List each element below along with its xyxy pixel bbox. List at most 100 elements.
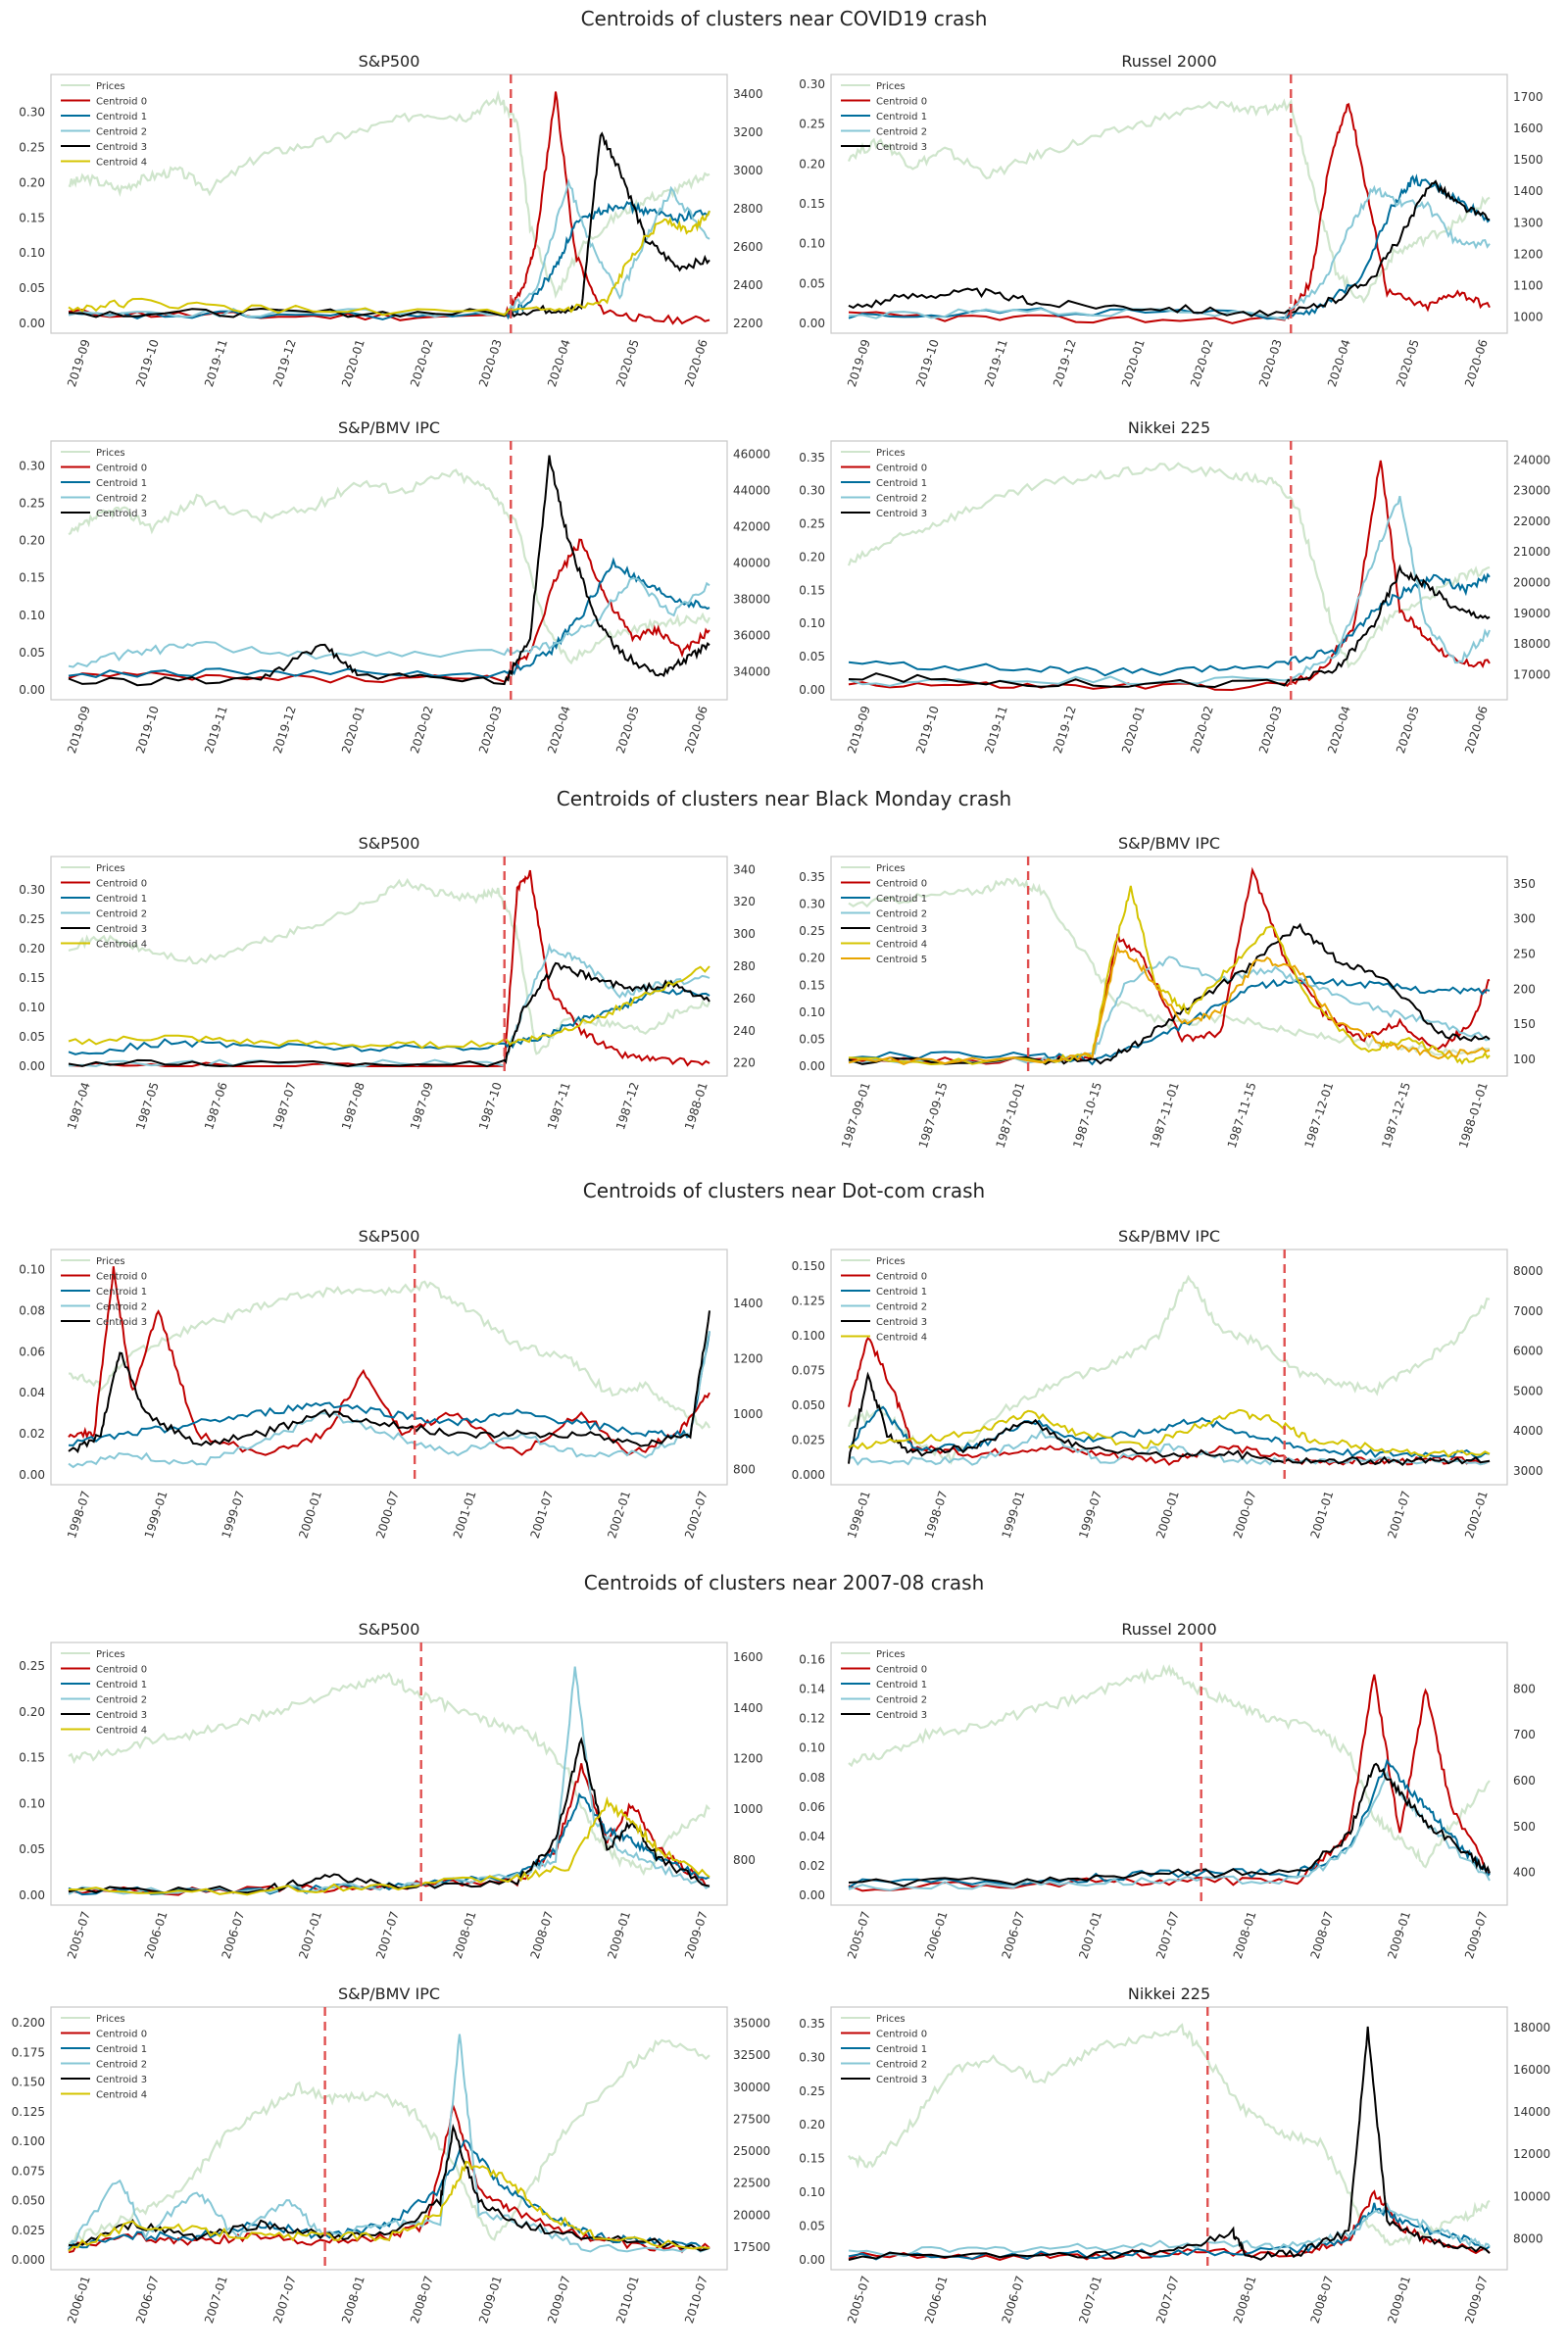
x-tick-label: 1987-08 (339, 1081, 368, 1132)
y-tick-label: 0.05 (19, 1030, 45, 1044)
legend-label: Centroid 3 (876, 924, 927, 935)
chart-panel-6: S&P500 0.00 0.02 0.04 0.06 0.08 0.10 800 1000 120… (19, 1227, 762, 1541)
plot-frame (830, 2006, 1508, 2271)
y2-tick-label: 800 (733, 1853, 756, 1867)
y-tick-label: 0.20 (799, 157, 825, 171)
x-tick-label: 2010-07 (682, 2275, 710, 2326)
y2-tick-label: 8000 (1513, 2231, 1544, 2245)
y-tick-label: 0.00 (799, 2253, 825, 2267)
legend-label: Centroid 0 (96, 464, 147, 474)
y2-tick-label: 240 (733, 1024, 756, 1038)
y-tick-label: 0.200 (12, 2016, 45, 2030)
legend-label: Centroid 1 (876, 2044, 927, 2055)
legend-label: Centroid 2 (96, 494, 147, 505)
y-tick-label: 0.20 (19, 942, 45, 956)
y-tick-label: 0.35 (799, 870, 825, 884)
y-tick-label: 0.125 (12, 2105, 45, 2119)
x-tick-label: 2019-11 (202, 705, 230, 756)
x-tick-label: 2009-01 (476, 2275, 505, 2326)
series-line-c3 (68, 961, 710, 1068)
y-tick-label: 0.00 (19, 317, 45, 330)
legend-label: Prices (876, 2014, 906, 2025)
x-tick-label: 1987-09 (408, 1081, 436, 1132)
y2-tick-label: 200 (1513, 982, 1536, 996)
y-tick-label: 0.25 (799, 2084, 825, 2098)
y-tick-label: 0.15 (799, 583, 825, 597)
x-tick-label: 2020-05 (1394, 338, 1422, 389)
series-line-c4 (68, 2160, 710, 2252)
y-tick-label: 0.25 (799, 118, 825, 131)
y-tick-label: 0.10 (799, 1741, 825, 1755)
y-tick-label: 0.15 (19, 971, 45, 985)
x-tick-label: 2000-01 (1153, 1490, 1182, 1541)
legend-label: Centroid 0 (876, 2030, 927, 2040)
chart-panel-3: Nikkei 225 0.00 0.05 0.10 0.15 0.20 0.25 0.30 0.… (799, 418, 1550, 756)
y-tick-label: 0.150 (792, 1259, 825, 1273)
x-tick-label: 2002-01 (605, 1490, 633, 1541)
y2-tick-label: 700 (1513, 1728, 1536, 1741)
y-tick-label: 0.125 (792, 1295, 825, 1308)
x-tick-label: 2019-10 (133, 705, 162, 756)
legend-label: Centroid 4 (96, 158, 147, 169)
x-tick-label: 2020-04 (1325, 338, 1353, 389)
y2-tick-label: 7000 (1513, 1304, 1544, 1318)
y-tick-label: 0.100 (12, 2134, 45, 2148)
x-tick-label: 2019-10 (913, 705, 942, 756)
series-line-prices (68, 1280, 710, 1430)
chart-title: S&P500 (359, 834, 420, 853)
x-tick-label: 2006-07 (1000, 2275, 1028, 2326)
x-tick-label: 2000-07 (1231, 1490, 1259, 1541)
x-tick-label: 2020-03 (476, 338, 505, 389)
x-tick-label: 2019-12 (270, 705, 299, 756)
x-tick-label: 1987-05 (133, 1081, 162, 1132)
chart-title: S&P500 (359, 1620, 420, 1639)
x-tick-label: 1987-12-15 (1379, 1081, 1413, 1151)
x-tick-label: 2009-07 (1462, 1910, 1491, 1961)
x-tick-label: 2009-01 (605, 1910, 633, 1961)
y2-tick-label: 44000 (733, 484, 770, 498)
plot-frame (50, 856, 728, 1077)
y-tick-label: 0.20 (19, 1705, 45, 1719)
legend-label: Centroid 3 (876, 1710, 927, 1721)
x-tick-label: 2020-06 (1462, 338, 1491, 389)
legend-label: Prices (876, 863, 906, 874)
y-tick-label: 0.08 (19, 1303, 45, 1317)
y2-tick-label: 4000 (1513, 1424, 1544, 1438)
x-tick-label: 2006-07 (1000, 1910, 1028, 1961)
y-tick-label: 0.000 (12, 2253, 45, 2267)
series-line-c4 (68, 210, 710, 317)
y2-tick-label: 20000 (733, 2208, 770, 2222)
y-tick-label: 0.00 (19, 683, 45, 697)
y-tick-label: 0.25 (19, 496, 45, 510)
x-tick-label: 2007-01 (202, 2275, 230, 2326)
series-line-c3 (848, 1371, 1491, 1466)
legend-label: Centroid 4 (876, 1333, 927, 1344)
y2-tick-label: 36000 (733, 629, 770, 643)
series-line-c2 (68, 1666, 710, 1895)
legend-label: Prices (96, 1256, 125, 1267)
y2-tick-label: 20000 (1513, 576, 1550, 590)
legend-label: Centroid 1 (96, 1287, 147, 1298)
chart-title: S&P/BMV IPC (338, 1984, 440, 2003)
series-line-c2 (848, 495, 1491, 687)
legend-label: Centroid 3 (96, 509, 147, 519)
y2-tick-label: 1400 (733, 1701, 763, 1715)
y-tick-label: 0.14 (799, 1683, 825, 1696)
x-tick-label: 2019-09 (845, 705, 873, 756)
plot-frame (830, 440, 1508, 701)
x-tick-label: 2019-09 (845, 338, 873, 389)
x-tick-label: 1987-09-15 (916, 1081, 951, 1151)
legend-label: Centroid 0 (876, 1272, 927, 1283)
y-tick-label: 0.10 (19, 609, 45, 622)
y2-tick-label: 1200 (733, 1752, 763, 1766)
plot-frame (50, 440, 728, 701)
y-tick-label: 0.175 (12, 2045, 45, 2059)
x-tick-label: 2008-01 (1231, 1910, 1259, 1961)
y-tick-label: 0.05 (799, 276, 825, 290)
y-tick-label: 0.20 (19, 534, 45, 548)
y-tick-label: 0.02 (799, 1859, 825, 1873)
y-tick-label: 0.30 (19, 459, 45, 472)
x-tick-label: 2009-07 (545, 2275, 573, 2326)
y2-tick-label: 27500 (733, 2112, 770, 2126)
series-line-c0 (848, 460, 1491, 692)
